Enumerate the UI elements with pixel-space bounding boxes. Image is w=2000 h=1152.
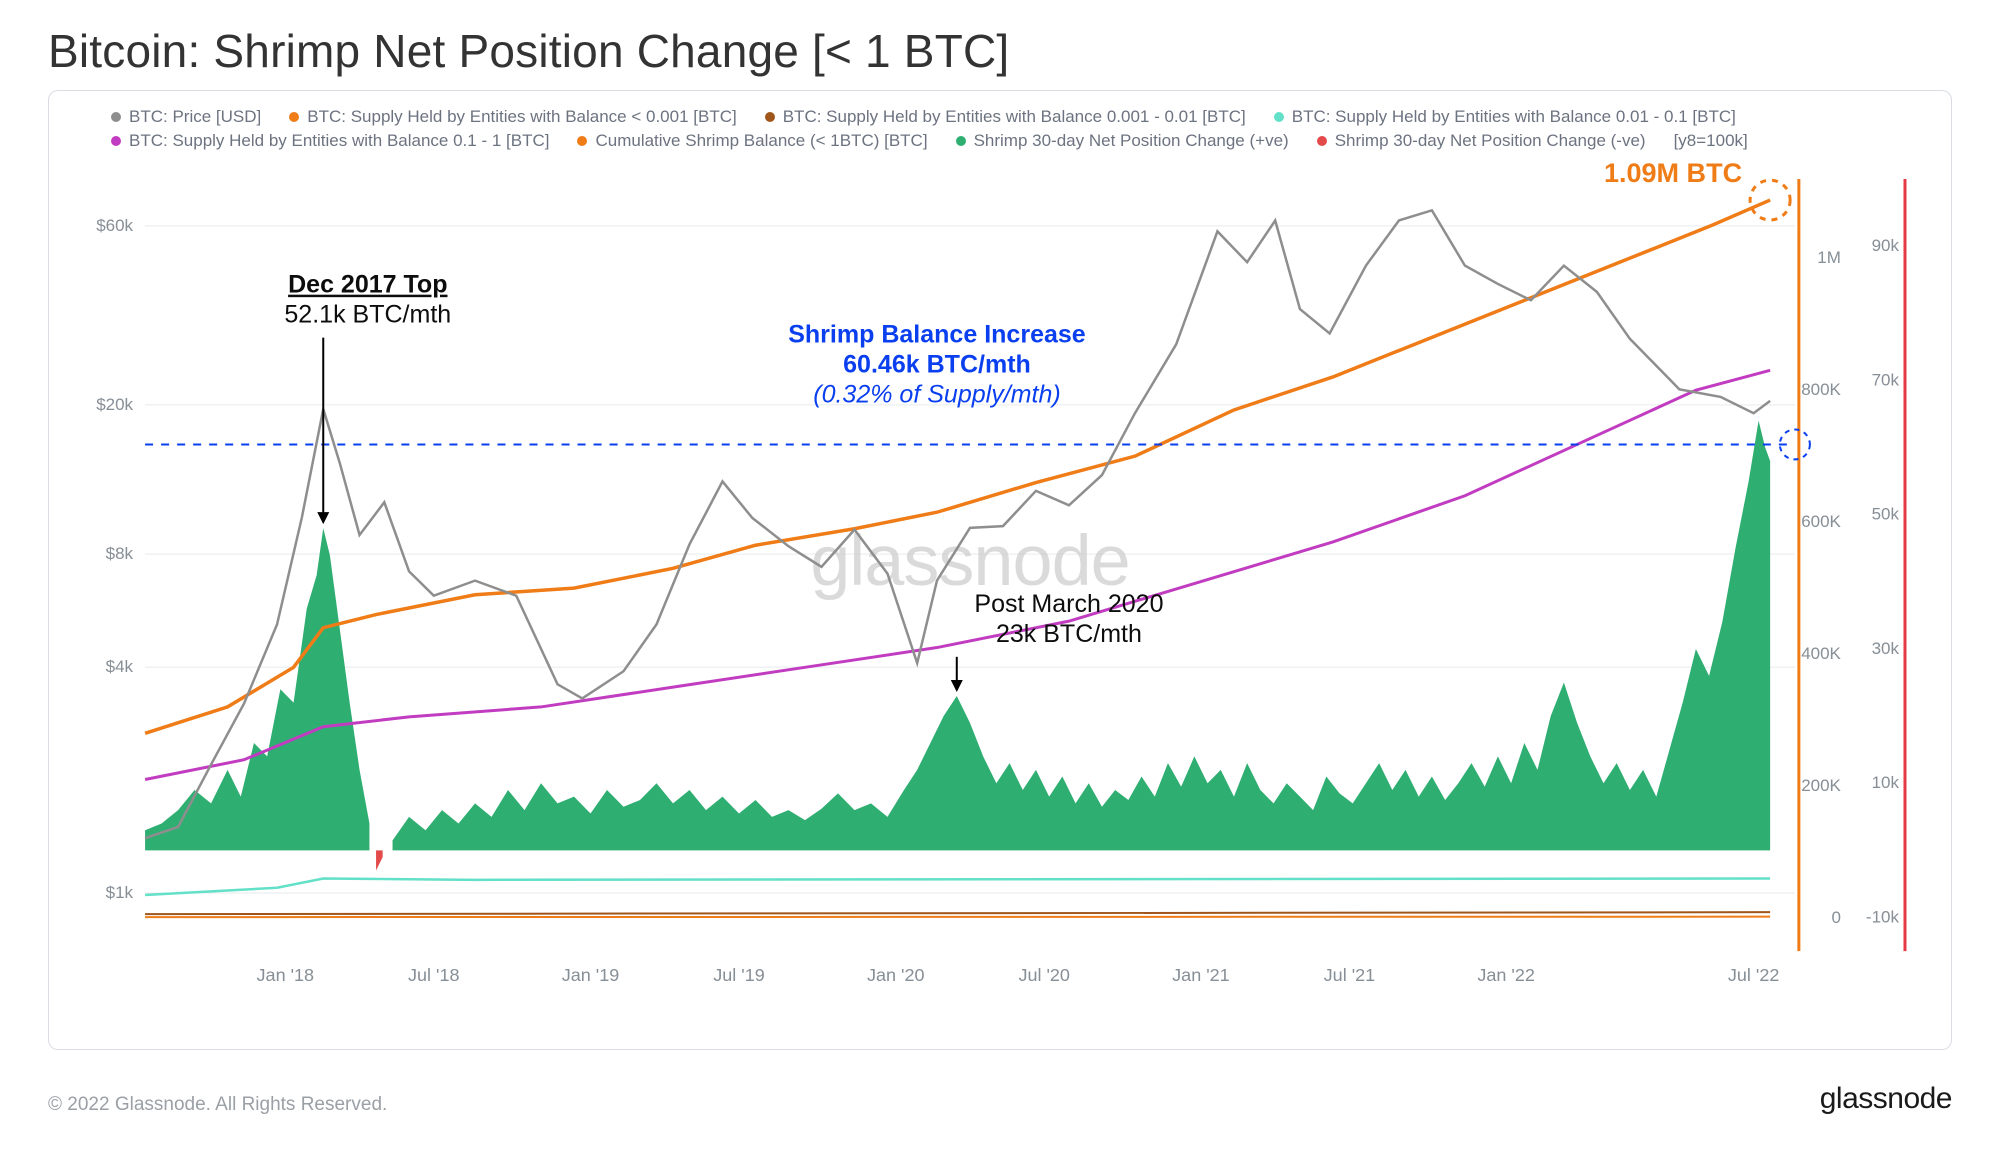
y-left-tick: $4k [106, 657, 134, 676]
brand-logo: glassnode [1820, 1082, 1952, 1116]
net-position-area [376, 850, 383, 870]
legend-swatch [289, 112, 299, 122]
x-tick: Jul '19 [713, 965, 764, 985]
x-tick: Jul '22 [1728, 965, 1779, 985]
legend-item: BTC: Supply Held by Entities with Balanc… [1274, 105, 1736, 129]
y-right2-tick: 90k [1872, 236, 1900, 255]
y-right2-tick: 10k [1872, 773, 1900, 792]
y-left-tick: $8k [106, 544, 134, 563]
y-right1-tick: 600K [1801, 512, 1841, 531]
y-right2-tick: 30k [1872, 639, 1900, 658]
x-tick: Jan '18 [257, 965, 314, 985]
legend-label: BTC: Price [USD] [129, 105, 261, 129]
legend-label: BTC: Supply Held by Entities with Balanc… [129, 129, 549, 153]
x-tick: Jan '19 [562, 965, 619, 985]
annotation-post-2020: Post March 202023k BTC/mth [951, 590, 1164, 692]
y-left-tick: $60k [96, 216, 133, 235]
annotation-dec2017: Dec 2017 Top52.1k BTC/mth [284, 271, 451, 524]
svg-text:Shrimp Balance Increase: Shrimp Balance Increase [788, 321, 1086, 349]
legend: BTC: Price [USD]BTC: Supply Held by Enti… [73, 105, 1915, 153]
legend-swatch [956, 136, 966, 146]
legend-swatch [1274, 112, 1284, 122]
legend-item: BTC: Price [USD] [111, 105, 261, 129]
legend-item: [y8=100k] [1674, 129, 1748, 153]
x-tick: Jul '20 [1018, 965, 1069, 985]
legend-swatch [1317, 136, 1327, 146]
legend-label: BTC: Supply Held by Entities with Balanc… [783, 105, 1246, 129]
legend-item: BTC: Supply Held by Entities with Balanc… [289, 105, 736, 129]
y-right1-tick: 800K [1801, 380, 1841, 399]
legend-item: Shrimp 30-day Net Position Change (+ve) [956, 129, 1289, 153]
annotation-increase: Shrimp Balance Increase60.46k BTC/mth(0.… [788, 321, 1086, 409]
svg-text:52.1k BTC/mth: 52.1k BTC/mth [284, 301, 451, 329]
x-tick: Jan '20 [867, 965, 924, 985]
y-right1-tick: 400K [1801, 644, 1841, 663]
legend-label: [y8=100k] [1674, 129, 1748, 153]
legend-item: BTC: Supply Held by Entities with Balanc… [111, 129, 549, 153]
legend-label: BTC: Supply Held by Entities with Balanc… [307, 105, 736, 129]
series-supply-0001-001 [145, 912, 1770, 914]
y-right1-tick: 0 [1831, 908, 1840, 927]
y-right1-tick: 200K [1801, 776, 1841, 795]
x-tick: Jan '22 [1477, 965, 1534, 985]
copyright: © 2022 Glassnode. All Rights Reserved. [48, 1094, 387, 1116]
legend-label: Shrimp 30-day Net Position Change (-ve) [1335, 129, 1646, 153]
legend-item: BTC: Supply Held by Entities with Balanc… [765, 105, 1246, 129]
y-right2-tick: 50k [1872, 505, 1900, 524]
legend-swatch [111, 112, 121, 122]
x-tick: Jan '21 [1172, 965, 1229, 985]
legend-label: Shrimp 30-day Net Position Change (+ve) [974, 129, 1289, 153]
legend-label: Cumulative Shrimp Balance (< 1BTC) [BTC] [595, 129, 927, 153]
legend-item: Cumulative Shrimp Balance (< 1BTC) [BTC] [577, 129, 927, 153]
legend-swatch [765, 112, 775, 122]
y-left-tick: $1k [106, 883, 134, 902]
legend-swatch [577, 136, 587, 146]
svg-text:60.46k BTC/mth: 60.46k BTC/mth [843, 351, 1031, 379]
legend-label: BTC: Supply Held by Entities with Balanc… [1292, 105, 1736, 129]
svg-text:(0.32% of Supply/mth): (0.32% of Supply/mth) [813, 380, 1060, 408]
svg-text:23k BTC/mth: 23k BTC/mth [996, 620, 1142, 648]
svg-text:Post March 2020: Post March 2020 [974, 590, 1163, 618]
x-tick: Jul '21 [1324, 965, 1375, 985]
svg-text:Dec 2017 Top: Dec 2017 Top [288, 271, 447, 299]
legend-swatch [111, 136, 121, 146]
y-right2-tick: -10k [1866, 908, 1900, 927]
annotation-tip: 1.09M BTC [1604, 163, 1742, 188]
chart-frame: BTC: Price [USD]BTC: Supply Held by Enti… [48, 90, 1952, 1050]
chart-title: Bitcoin: Shrimp Net Position Change [< 1… [48, 24, 1952, 78]
y-left-tick: $20k [96, 395, 133, 414]
y-right1-tick: 1M [1817, 248, 1841, 267]
y-right2-tick: 70k [1872, 370, 1900, 389]
legend-item: Shrimp 30-day Net Position Change (-ve) [1317, 129, 1646, 153]
plot-area: $1k $4k $8k $20k $60k 0 200K 400K 600K 800K 1M -10k… [73, 163, 1915, 999]
x-tick: Jul '18 [408, 965, 459, 985]
